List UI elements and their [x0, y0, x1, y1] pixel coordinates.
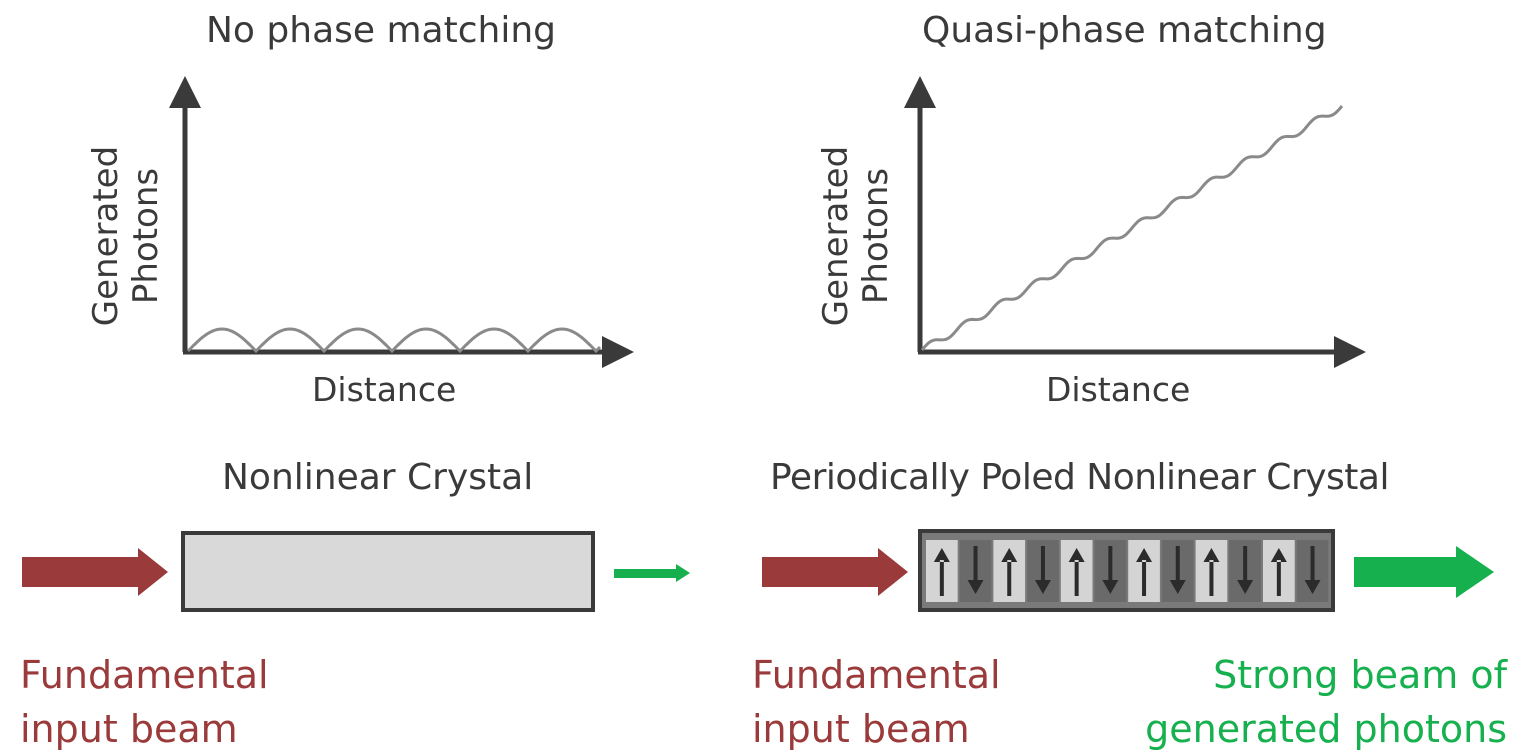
- arrow-up-icon: [933, 548, 950, 596]
- right-input-beam-label: Fundamental input beam: [752, 648, 1001, 756]
- left-axes: [169, 76, 634, 368]
- right-panel-title: Quasi-phase matching: [922, 10, 1327, 51]
- right-crystal-row: [762, 529, 1494, 612]
- arrow-up-icon: [1270, 548, 1287, 596]
- arrow-down-icon: [1034, 546, 1051, 594]
- right-y-axis-label-line2: Photons: [856, 167, 896, 305]
- arrow-up-icon: [1203, 548, 1220, 596]
- left-x-axis-arrowhead: [602, 336, 634, 368]
- right-crystal-label: Periodically Poled Nonlinear Crystal: [770, 457, 1389, 498]
- output-beam-label-line1: Strong beam of: [1213, 653, 1507, 697]
- right-input-beam-label-line1: Fundamental: [752, 653, 1001, 697]
- right-x-axis-label: Distance: [1046, 370, 1191, 409]
- left-panel-title: No phase matching: [206, 10, 556, 51]
- left-input-beam-label: Fundamental input beam: [20, 648, 269, 756]
- arrow-down-icon: [1304, 546, 1321, 594]
- output-beam-label: Strong beam of generated photons: [1145, 648, 1507, 756]
- left-y-axis-arrowhead: [169, 76, 201, 108]
- left-input-beam-label-line1: Fundamental: [20, 653, 269, 697]
- left-y-axis-label-line2: Photons: [126, 167, 166, 305]
- left-y-axis-label: Generated Photons: [86, 136, 166, 336]
- right-axes: [904, 76, 1366, 368]
- arrow-down-icon: [1169, 546, 1186, 594]
- strong-output-beam-arrow: [1354, 546, 1494, 598]
- left-input-beam-label-line2: input beam: [20, 707, 238, 751]
- left-input-beam-arrow: [22, 548, 168, 596]
- right-y-axis-label-line1: Generated: [816, 145, 856, 327]
- right-input-beam-label-line2: input beam: [752, 707, 970, 751]
- right-input-beam-arrow: [762, 548, 908, 596]
- arrow-down-icon: [1102, 546, 1119, 594]
- arrow-up-icon: [1136, 548, 1153, 596]
- left-crystal-row: [22, 531, 690, 612]
- output-beam-label-line2: generated photons: [1145, 707, 1507, 751]
- left-crystal-label: Nonlinear Crystal: [222, 457, 534, 498]
- arrow-down-icon: [1237, 546, 1254, 594]
- poled-domains: [926, 540, 1329, 602]
- arrow-up-icon: [1001, 548, 1018, 596]
- left-x-axis-label: Distance: [312, 370, 457, 409]
- weak-output-beam-arrow: [614, 564, 690, 582]
- right-growing-curve: [920, 105, 1344, 351]
- right-y-axis-label: Generated Photons: [816, 136, 896, 336]
- left-y-axis-label-line1: Generated: [86, 145, 126, 327]
- right-x-axis-arrowhead: [1334, 336, 1366, 368]
- right-y-axis-arrowhead: [904, 76, 936, 108]
- left-oscillating-curve: [186, 327, 602, 354]
- arrow-down-icon: [967, 546, 984, 594]
- nonlinear-crystal: [181, 531, 595, 612]
- arrow-up-icon: [1068, 548, 1085, 596]
